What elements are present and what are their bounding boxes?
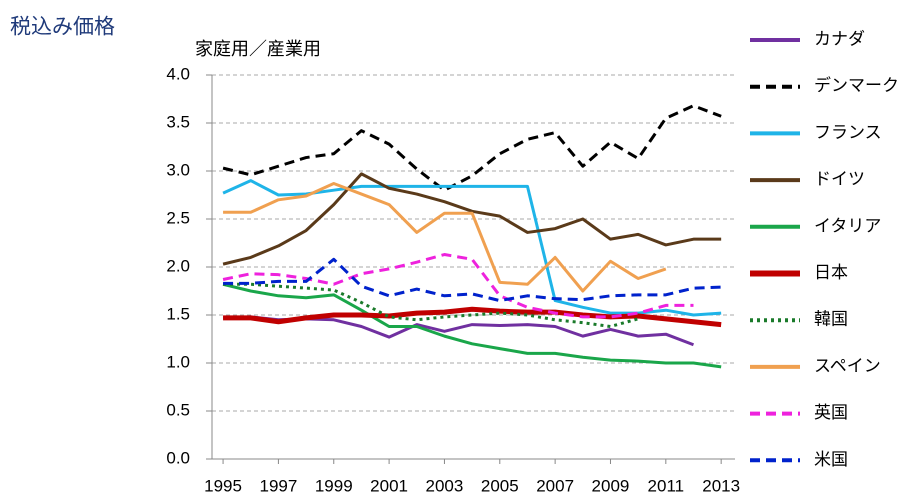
x-tick-label: 2009	[592, 476, 630, 495]
y-tick-label: 4.0	[166, 64, 190, 83]
x-tick-label: 2011	[648, 476, 685, 495]
legend-label: ドイツ	[814, 170, 865, 189]
x-tick-label: 2013	[702, 476, 740, 495]
y-tick-label: 2.0	[166, 256, 190, 275]
legend-label: 日本	[814, 263, 848, 282]
x-tick-label: 2007	[536, 476, 574, 495]
x-tick-label: 1999	[315, 476, 353, 495]
legend-label: フランス	[814, 123, 882, 142]
legend-label: 韓国	[814, 310, 848, 329]
y-tick-label: 3.5	[166, 112, 190, 131]
legend-label: スペイン	[814, 356, 881, 375]
series-line	[222, 104, 722, 192]
x-tick-label: 2005	[481, 476, 519, 495]
series-line	[222, 253, 694, 319]
y-tick-label: 1.5	[166, 304, 190, 323]
y-tick-label: 2.5	[166, 208, 190, 227]
legend-label: イタリア	[814, 216, 881, 235]
series-line	[223, 181, 667, 293]
x-tick-label: 1997	[259, 476, 297, 495]
legend-label: 米国	[814, 450, 848, 469]
series-line	[222, 282, 722, 369]
legend-label: カナダ	[814, 29, 865, 48]
series-line	[222, 172, 722, 266]
legend-label: デンマーク	[814, 75, 899, 95]
series-line	[222, 179, 722, 317]
y-tick-label: 3.0	[166, 160, 190, 179]
chart-title: 税込み価格	[10, 16, 115, 39]
x-tick-label: 2003	[426, 476, 464, 495]
legend-label: 英国	[814, 403, 848, 422]
y-tick-label: 1.0	[166, 352, 190, 371]
x-tick-label: 2001	[370, 476, 408, 495]
x-tick-label: 1995	[204, 476, 242, 495]
y-tick-label: 0.5	[166, 400, 190, 419]
series-line	[223, 257, 722, 303]
y-tick-label: 0.0	[166, 448, 190, 467]
series-line	[223, 306, 722, 328]
chart-subtitle: 家庭用／産業用	[195, 39, 321, 59]
